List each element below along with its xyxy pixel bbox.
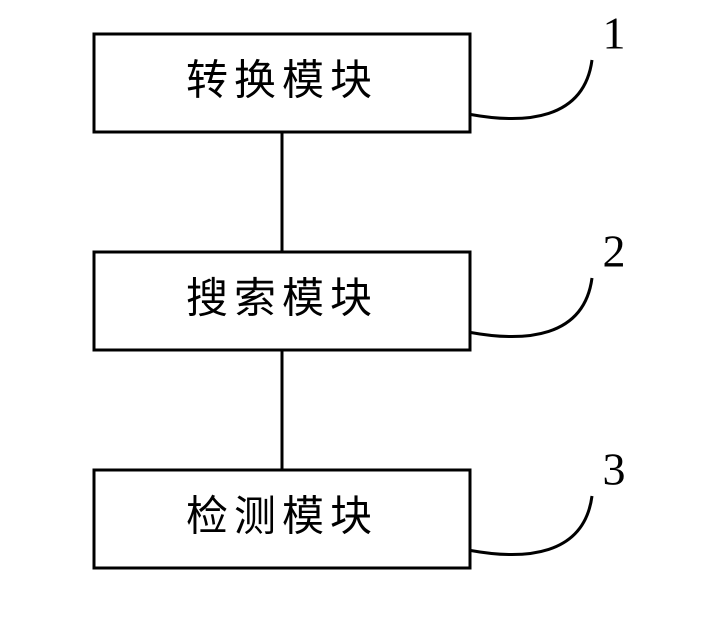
flow-node-label: 转换模块: [186, 59, 378, 105]
callout-curve: [470, 60, 592, 119]
callout-number: 2: [603, 226, 626, 277]
flow-node-label: 搜索模块: [186, 277, 378, 323]
flow-node-label: 检测模块: [186, 494, 378, 541]
callout-curve: [470, 278, 592, 337]
callout-curve: [470, 496, 592, 555]
callout-number: 1: [603, 8, 626, 59]
callout-number: 3: [603, 444, 626, 495]
